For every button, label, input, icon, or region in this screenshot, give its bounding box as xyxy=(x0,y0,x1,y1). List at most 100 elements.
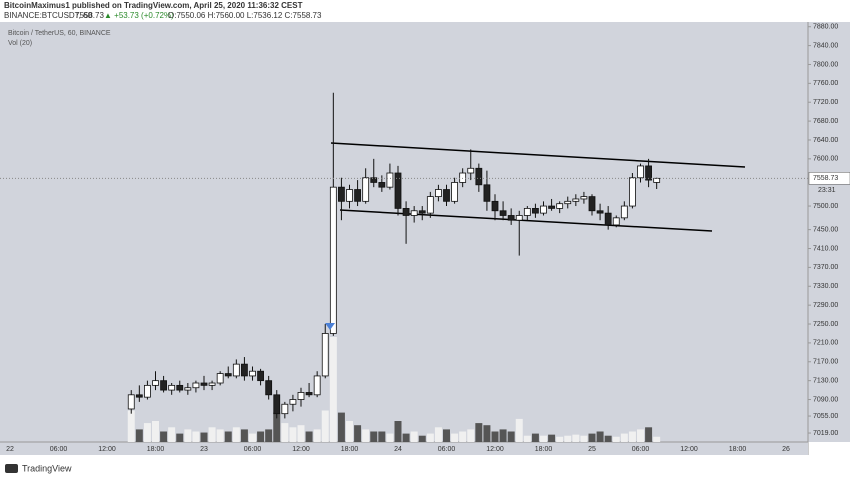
candle-body xyxy=(620,205,628,219)
volume-bar xyxy=(281,423,289,442)
candle-body xyxy=(192,382,200,389)
candle-body xyxy=(127,394,135,410)
volume-bar xyxy=(232,427,240,442)
candle-body xyxy=(241,363,248,377)
y-tick-label: 7800.00 xyxy=(813,61,838,68)
volume-bar xyxy=(346,421,353,442)
volume-bar xyxy=(176,433,184,442)
last-price-label: 7558.73 xyxy=(813,175,838,182)
chart-title: Bitcoin / TetherUS, 60, BINANCE xyxy=(8,30,111,37)
candle-body xyxy=(612,217,620,226)
trend-line xyxy=(339,209,713,232)
candle-body xyxy=(443,189,450,202)
volume-bar xyxy=(394,421,402,442)
y-tick-label: 7680.00 xyxy=(813,118,838,125)
candle-body xyxy=(572,198,580,202)
x-tick-label: 24 xyxy=(394,446,402,453)
candle-body xyxy=(232,363,240,377)
volume-bar xyxy=(451,433,459,442)
candle-body xyxy=(338,186,345,202)
candle-body xyxy=(329,186,337,334)
candle-body xyxy=(596,210,604,214)
volume-bar xyxy=(612,436,620,442)
candle-body xyxy=(265,380,273,396)
candle-body xyxy=(637,165,644,179)
volume-bar xyxy=(354,425,362,442)
symbol: BINANCE:BTCUSDT, 60 xyxy=(4,11,93,20)
candles xyxy=(127,92,661,442)
candle-body xyxy=(604,212,612,226)
candle-body xyxy=(491,200,499,212)
y-tick-label: 7840.00 xyxy=(813,42,838,49)
x-tick-label: 18:00 xyxy=(147,446,165,453)
candle-body xyxy=(176,384,184,391)
volume-bar xyxy=(604,435,612,442)
y-tick-label: 7130.00 xyxy=(813,377,838,384)
candle-body xyxy=(515,215,523,221)
candle-body xyxy=(281,403,289,415)
volume-bar xyxy=(410,431,418,442)
candle-body xyxy=(297,392,305,400)
volume-bar xyxy=(459,431,467,442)
volume-bar xyxy=(628,431,636,442)
candle-body xyxy=(564,200,572,205)
candle-body xyxy=(289,399,297,405)
candle-body xyxy=(540,205,547,214)
y-tick-label: 7500.00 xyxy=(813,203,838,210)
change: ▲ +53.73 (+0.72%) xyxy=(104,11,174,20)
candle-body xyxy=(321,333,329,377)
volume-bar xyxy=(483,425,491,442)
volume-bar xyxy=(564,435,572,442)
volume-bar xyxy=(540,435,547,442)
volume-bar xyxy=(321,410,329,442)
candle-body xyxy=(362,177,370,202)
price-axis xyxy=(808,22,850,442)
x-tick-label: 12:00 xyxy=(486,446,504,453)
volume-bar xyxy=(240,429,248,442)
logo xyxy=(5,464,18,473)
x-tick-label: 12:00 xyxy=(292,446,310,453)
candle-body xyxy=(135,394,143,398)
volume-bar xyxy=(378,431,386,442)
volume-bar xyxy=(548,434,556,442)
candle-body xyxy=(378,182,386,188)
candle-body xyxy=(426,196,434,214)
volume-bar xyxy=(257,431,265,442)
volume-bar xyxy=(475,423,483,442)
candle-body xyxy=(507,215,515,221)
volume-bar xyxy=(434,427,442,442)
volume-bar xyxy=(305,431,313,442)
x-tick-label: 18:00 xyxy=(535,446,553,453)
x-tick-label: 06:00 xyxy=(438,446,456,453)
candle-body xyxy=(160,380,167,391)
y-tick-label: 7370.00 xyxy=(813,264,838,271)
volume-bar xyxy=(297,425,305,442)
volume-title: Vol (20) xyxy=(8,40,32,47)
y-tick-label: 7055.00 xyxy=(813,413,838,420)
candle-body xyxy=(354,189,361,202)
candle-body xyxy=(273,394,281,415)
volume-bar xyxy=(200,432,208,442)
volume-bar xyxy=(337,412,345,442)
volume-bar xyxy=(580,435,588,442)
volume-bar xyxy=(313,429,321,442)
x-tick-label: 12:00 xyxy=(680,446,698,453)
volume-bar xyxy=(152,421,159,442)
candle-body xyxy=(394,172,402,209)
signal-arrow xyxy=(325,323,335,330)
candle-body xyxy=(257,370,264,382)
countdown: 23:31 xyxy=(818,187,836,194)
volume-bar xyxy=(426,433,434,442)
volume-bar xyxy=(143,423,151,442)
candle-body xyxy=(184,387,192,391)
candle-body xyxy=(580,196,588,200)
candle-body xyxy=(548,205,555,209)
volume-bar xyxy=(531,433,539,442)
plot-area xyxy=(0,22,808,442)
volume-bar xyxy=(653,436,661,442)
candle-body xyxy=(410,210,418,216)
candle-body xyxy=(451,182,458,202)
y-tick-label: 7250.00 xyxy=(813,321,838,328)
y-tick-label: 7290.00 xyxy=(813,302,838,309)
